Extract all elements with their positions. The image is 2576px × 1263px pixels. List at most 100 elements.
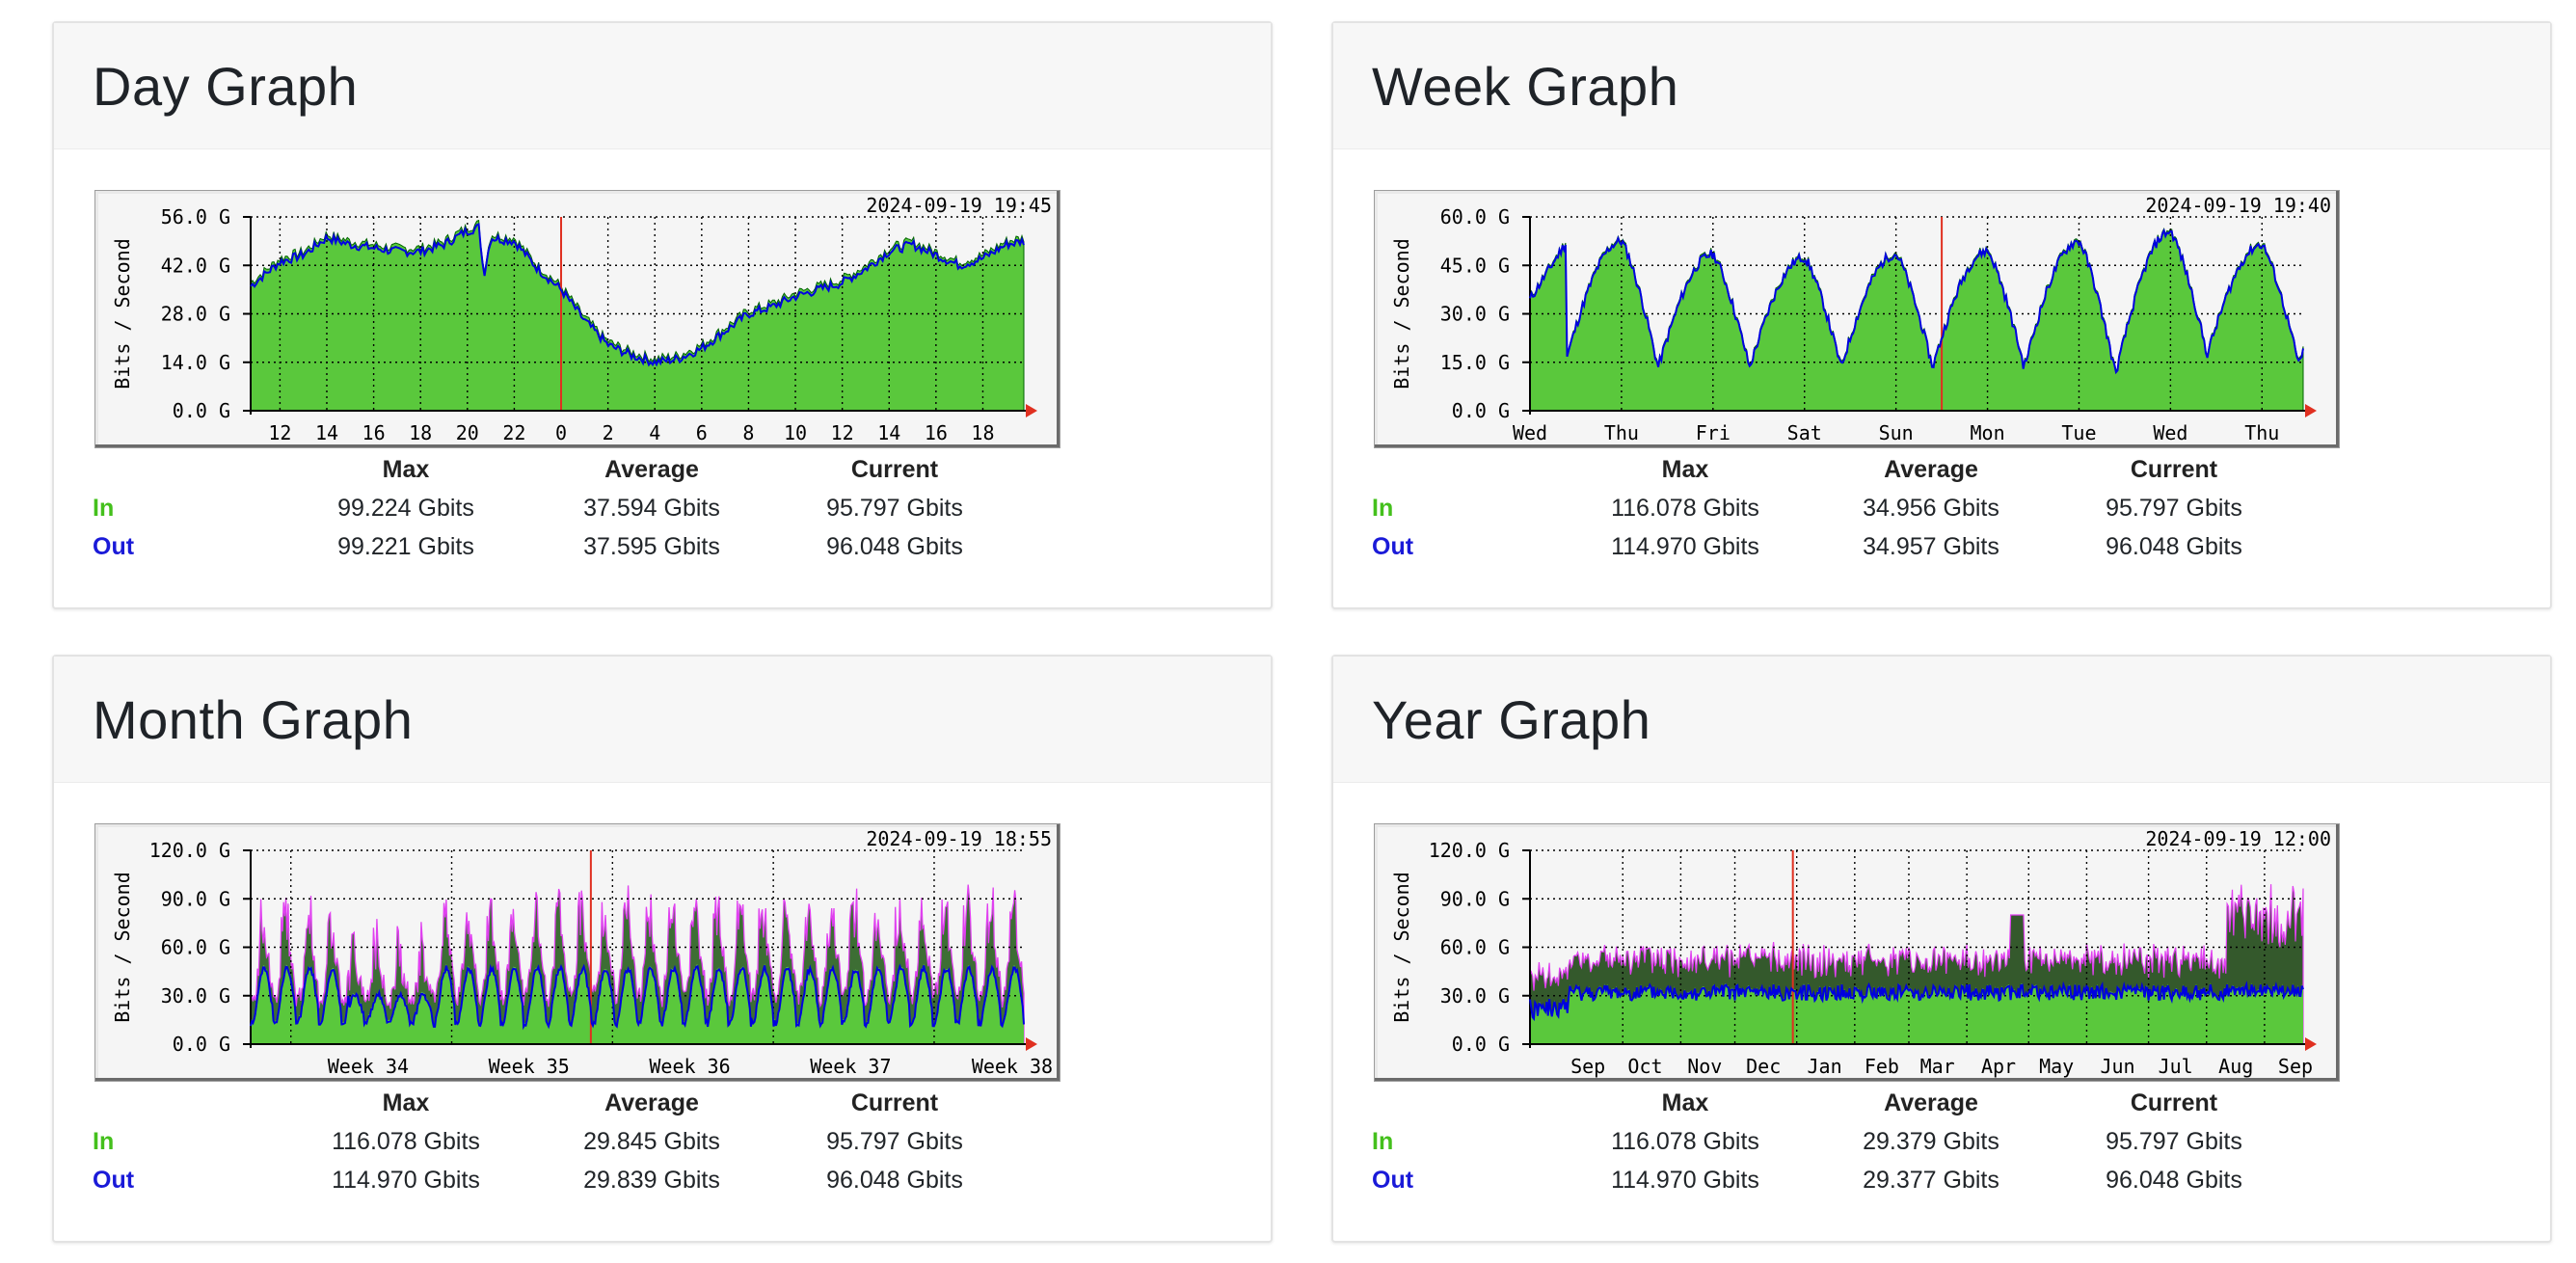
x-tick-label: Feb (1865, 1055, 1899, 1078)
x-tick-label: Jan (1807, 1055, 1841, 1078)
x-tick-label: Tue (2061, 421, 2096, 444)
x-tick-label: Wed (2153, 421, 2187, 444)
x-tick-label: Wed (1513, 421, 1547, 444)
out-traffic-line (250, 963, 1025, 1031)
y-tick-label: 60.0 G (161, 936, 230, 959)
in-max: 116.078 Gbits (332, 1128, 480, 1155)
stats-table: Max Average Current In 116.078 Gbits 29.… (1372, 1089, 2297, 1205)
x-tick-label: 12 (268, 421, 291, 444)
in-current: 95.797 Gbits (2106, 495, 2242, 522)
x-tick-label: 22 (502, 421, 525, 444)
x-tick-label: Sun (1879, 421, 1914, 444)
x-tick-label: Week 37 (810, 1055, 891, 1078)
x-tick-label: 14 (315, 421, 338, 444)
average-header: Average (604, 1089, 699, 1116)
x-tick-label: Dec (1746, 1055, 1781, 1078)
average-header: Average (1884, 1089, 1978, 1116)
in-average: 34.956 Gbits (1863, 495, 1999, 522)
current-header: Current (2130, 1089, 2218, 1116)
out-average: 29.839 Gbits (583, 1167, 720, 1194)
year-traffic-chart: 2024-09-19 12:00 Bits / Second 0.0 G 30.0 G… (1390, 827, 2331, 1078)
x-tick-label: Jul (2159, 1055, 2193, 1078)
out-max: 114.970 Gbits (1611, 1167, 1759, 1194)
card-body: 2024-09-19 18:55 Bits / Second 0.0 G 30.0 G… (54, 783, 1271, 1236)
average-header: Average (604, 456, 699, 483)
week-traffic-graph[interactable]: 2024-09-19 19:40 Bits / Second 0.0 G 15.0 G… (1374, 190, 2340, 448)
x-tick-label: 10 (784, 421, 807, 444)
x-tick-label: 16 (362, 421, 386, 444)
out-current: 96.048 Gbits (2106, 1167, 2242, 1194)
graph-timestamp: 2024-09-19 18:55 (866, 827, 1052, 850)
x-tick-label: Thu (2244, 421, 2279, 444)
x-tick-label: 12 (831, 421, 854, 444)
day-traffic-graph[interactable]: 2024-09-19 19:45 Bits / Second 0.0 G 14.0 G… (94, 190, 1060, 448)
card-header: Day Graph (54, 23, 1271, 149)
stats-header-row: Max Average Current (1372, 1089, 2297, 1128)
x-axis-arrow (2305, 404, 2317, 417)
out-average: 37.595 Gbits (583, 533, 720, 560)
y-tick-label: 60.0 G (1440, 936, 1510, 959)
in-max: 116.078 Gbits (1611, 1128, 1759, 1155)
max-header: Max (382, 456, 430, 483)
y-axis-label: Bits / Second (111, 872, 134, 1023)
year-traffic-graph[interactable]: 2024-09-19 12:00 Bits / Second 0.0 G 30.0 G… (1374, 823, 2340, 1082)
y-tick-label: 30.0 G (161, 984, 230, 1008)
in-traffic-area (250, 219, 1025, 412)
x-tick-label: Mon (1970, 421, 2004, 444)
out-max: 114.970 Gbits (332, 1167, 480, 1194)
y-tick-label: 60.0 G (1440, 205, 1510, 228)
in-label: In (1372, 495, 1394, 522)
out-row: Out 114.970 Gbits 29.839 Gbits 96.048 Gb… (93, 1167, 1018, 1205)
x-tick-label: Jun (2100, 1055, 2134, 1078)
y-tick-label: 15.0 G (1440, 351, 1510, 374)
y-tick-label: 0.0 G (1452, 1033, 1510, 1056)
card-body: 2024-09-19 19:45 Bits / Second 0.0 G 14.0 G… (54, 149, 1271, 603)
in-label: In (93, 495, 115, 522)
y-tick-label: 14.0 G (161, 351, 230, 374)
y-tick-label: 42.0 G (161, 254, 230, 277)
x-tick-label: Apr (1981, 1055, 2016, 1078)
card-title: Month Graph (93, 688, 414, 750)
x-axis-arrow (2305, 1037, 2317, 1051)
current-header: Current (2130, 456, 2218, 483)
x-tick-label: Sat (1787, 421, 1822, 444)
out-traffic-line (1529, 228, 2304, 375)
stats-table: Max Average Current In 116.078 Gbits 34.… (1372, 456, 2297, 572)
out-average: 29.377 Gbits (1863, 1167, 1999, 1194)
day-graph-card: Day Graph 2024-09-19 19:45 Bits / Second 0… (52, 21, 1273, 609)
x-tick-label: Nov (1687, 1055, 1722, 1078)
x-tick-label: 4 (649, 421, 660, 444)
in-row: In 116.078 Gbits 34.956 Gbits 95.797 Gbi… (1372, 495, 2297, 533)
out-traffic-line (1529, 981, 2304, 1022)
stats-header-row: Max Average Current (93, 1089, 1018, 1128)
out-label: Out (93, 1167, 135, 1194)
x-tick-label: 14 (877, 421, 900, 444)
y-axis-label: Bits / Second (111, 238, 134, 390)
out-max: 114.970 Gbits (1611, 533, 1759, 560)
in-label: In (93, 1128, 115, 1155)
current-header: Current (850, 1089, 939, 1116)
out-current: 96.048 Gbits (2106, 533, 2242, 560)
x-tick-label: Week 36 (649, 1055, 730, 1078)
max-header: Max (1661, 1089, 1709, 1116)
card-header: Week Graph (1333, 23, 2550, 149)
x-tick-label: 2 (603, 421, 614, 444)
x-tick-label: May (2039, 1055, 2074, 1078)
month-traffic-graph[interactable]: 2024-09-19 18:55 Bits / Second 0.0 G 30.0 G… (94, 823, 1060, 1082)
y-tick-label: 56.0 G (161, 205, 230, 228)
out-current: 96.048 Gbits (826, 1167, 963, 1194)
in-label: In (1372, 1128, 1394, 1155)
y-tick-label: 0.0 G (173, 1033, 230, 1056)
x-tick-label: 16 (925, 421, 948, 444)
y-tick-label: 30.0 G (1440, 303, 1510, 326)
average-header: Average (1884, 456, 1978, 483)
in-row: In 116.078 Gbits 29.379 Gbits 95.797 Gbi… (1372, 1128, 2297, 1167)
x-tick-label: Mar (1920, 1055, 1955, 1078)
stats-header-row: Max Average Current (93, 456, 1018, 495)
in-traffic-area (1529, 227, 2304, 412)
x-tick-label: Week 34 (328, 1055, 409, 1078)
stats-table: Max Average Current In 116.078 Gbits 29.… (93, 1089, 1018, 1205)
x-tick-label: Oct (1627, 1055, 1662, 1078)
in-row: In 116.078 Gbits 29.845 Gbits 95.797 Gbi… (93, 1128, 1018, 1167)
x-tick-label: 18 (971, 421, 994, 444)
